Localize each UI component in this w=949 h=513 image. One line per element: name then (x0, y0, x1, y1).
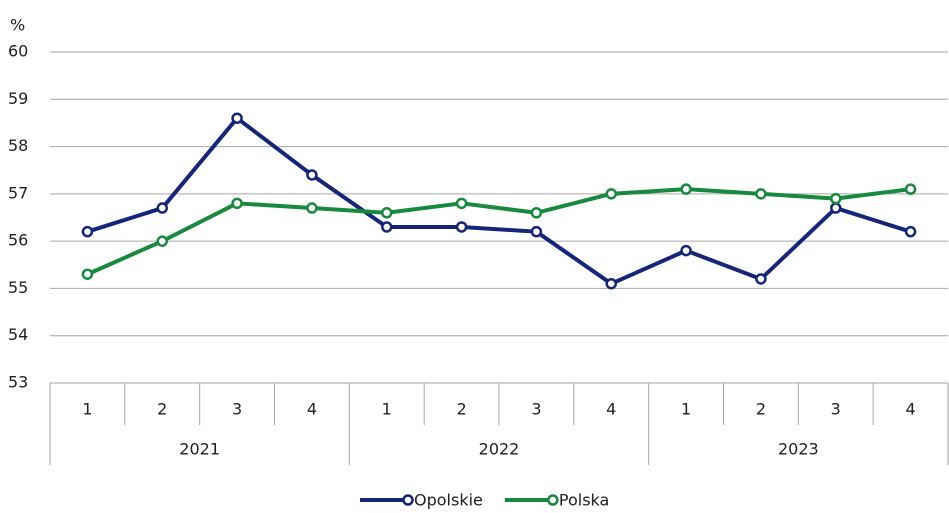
legend-marker (547, 494, 559, 506)
x-tick-label: 4 (307, 400, 317, 419)
data-point (830, 192, 842, 205)
y-tick-label: 55 (8, 278, 28, 297)
series-line (86, 187, 911, 277)
data-point (830, 202, 842, 214)
data-point (306, 202, 318, 214)
data-point (605, 277, 617, 290)
data-point (81, 268, 94, 280)
y-tick-label: 56 (8, 231, 28, 250)
data-point (755, 188, 767, 200)
x-tick-label: 2 (456, 400, 466, 419)
group-label: 2021 (179, 440, 220, 459)
x-tick-label: 4 (606, 400, 616, 419)
y-tick-label: 59 (8, 89, 28, 108)
series-line (86, 116, 912, 286)
x-tick-label: 1 (382, 400, 392, 419)
x-tick-label: 3 (531, 400, 541, 419)
data-point (530, 207, 543, 219)
data-point (680, 244, 692, 257)
data-point (381, 221, 393, 233)
data-point (904, 225, 917, 238)
x-tick-label: 2 (157, 400, 167, 419)
y-tick-label: 57 (8, 183, 28, 202)
y-axis-label: % (10, 16, 25, 35)
data-point (81, 225, 94, 238)
data-point (156, 235, 168, 247)
data-point (455, 221, 468, 233)
x-tick-label: 3 (232, 400, 242, 419)
data-point (231, 112, 243, 124)
legend-marker (402, 494, 414, 506)
x-tick-label: 2 (756, 400, 766, 419)
x-tick-label: 1 (82, 400, 92, 419)
x-tick-label: 4 (905, 400, 915, 419)
data-point (755, 273, 767, 285)
data-point (680, 183, 692, 195)
data-point (530, 225, 543, 238)
y-tick-label: 58 (8, 136, 28, 155)
data-point (605, 188, 617, 200)
x-tick-label: 1 (681, 400, 691, 419)
legend-label: Polska (559, 491, 609, 510)
group-label: 2023 (778, 440, 819, 459)
y-tick-label: 54 (8, 325, 28, 344)
data-point (904, 183, 917, 195)
y-tick-label: 53 (8, 373, 28, 392)
data-point (455, 197, 468, 210)
y-tick-label: 60 (8, 42, 28, 61)
legend-label: Opolskie (414, 491, 483, 510)
group-label: 2022 (479, 440, 520, 459)
x-tick-label: 3 (831, 400, 841, 419)
data-point (306, 169, 318, 181)
data-point (156, 202, 168, 214)
data-point (381, 207, 393, 219)
data-point (231, 197, 243, 210)
